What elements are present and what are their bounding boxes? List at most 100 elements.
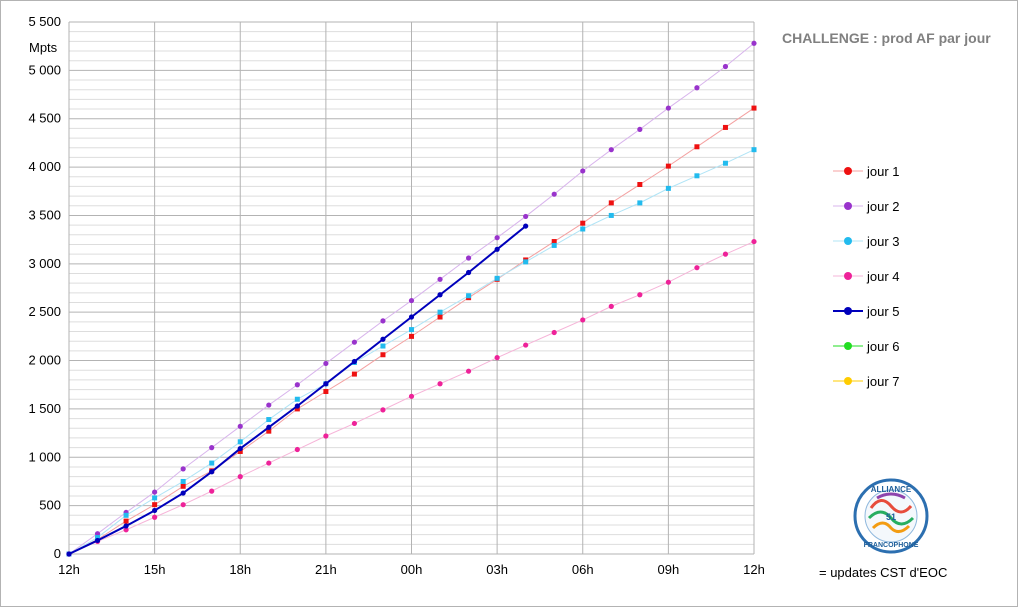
- data-point: [294, 396, 300, 402]
- data-point: [152, 514, 158, 520]
- data-point: [380, 336, 386, 342]
- data-point: [694, 144, 700, 150]
- legend-marker: [844, 167, 852, 175]
- x-tick-label: 06h: [572, 562, 594, 577]
- legend-label: jour 2: [866, 199, 900, 214]
- logo-bottom-text: FRANCOPHONE: [864, 542, 919, 549]
- data-point: [323, 433, 329, 439]
- data-point: [294, 406, 300, 412]
- data-point: [152, 489, 158, 495]
- data-point: [237, 445, 243, 452]
- data-point: [351, 358, 358, 365]
- legend-label: jour 7: [866, 374, 900, 389]
- data-point: [408, 393, 415, 399]
- data-point: [466, 293, 472, 299]
- data-point: [665, 163, 671, 169]
- legend-label: jour 3: [866, 234, 900, 249]
- legend-item-jour-5: jour 5: [833, 304, 900, 319]
- data-point: [123, 523, 129, 529]
- data-point: [637, 182, 643, 188]
- data-point: [380, 318, 386, 324]
- y-axis-label: Mpts: [29, 40, 58, 55]
- data-point: [637, 292, 643, 298]
- legend-label: jour 5: [866, 304, 900, 319]
- data-point: [665, 185, 671, 191]
- y-tick-label: 3 000: [28, 256, 61, 271]
- data-point: [294, 403, 300, 409]
- chart-title: CHALLENGE : prod AF par jour: [782, 30, 991, 46]
- data-point: [209, 469, 215, 475]
- data-point: [95, 535, 101, 541]
- data-point: [465, 368, 472, 374]
- legend: jour 1 jour 2 jour 3 jour 4 jour 5 jour 6 jour…: [833, 164, 900, 389]
- y-axis-tick-labels: 0 500 1 000 1 500 2 000 2 500 3 000 3 500 4 000 4…: [28, 14, 61, 561]
- data-point: [637, 200, 643, 206]
- data-point: [523, 223, 529, 229]
- data-point: [580, 220, 586, 226]
- x-tick-label: 21h: [315, 562, 337, 577]
- data-point: [152, 502, 158, 508]
- data-point: [551, 239, 557, 245]
- data-point: [694, 173, 700, 179]
- x-axis-tick-labels: 12h 15h 18h 21h 00h 03h 06h 09h 12h: [58, 562, 765, 577]
- data-point: [608, 200, 614, 206]
- data-point: [494, 275, 500, 281]
- y-tick-label: 4 000: [28, 159, 61, 174]
- data-point: [437, 309, 443, 315]
- data-point: [408, 314, 415, 320]
- data-point: [437, 292, 443, 298]
- data-point: [94, 537, 101, 544]
- data-point: [465, 255, 472, 261]
- data-point: [551, 191, 557, 197]
- y-tick-label: 3 500: [28, 207, 61, 222]
- legend-item-jour-2: jour 2: [833, 199, 900, 214]
- legend-label: jour 4: [866, 269, 900, 284]
- data-point: [437, 314, 443, 320]
- data-point: [751, 238, 757, 245]
- legend-marker: [844, 377, 852, 385]
- data-point: [580, 317, 586, 323]
- data-point: [722, 63, 729, 70]
- data-point: [665, 105, 671, 111]
- data-point: [523, 342, 529, 348]
- data-point: [152, 495, 158, 501]
- data-point: [751, 40, 757, 46]
- data-point: [608, 212, 614, 218]
- legend-item-jour-4: jour 4: [833, 269, 900, 284]
- data-point: [551, 329, 557, 336]
- data-point: [380, 343, 386, 349]
- data-point: [123, 527, 129, 533]
- data-point: [751, 105, 757, 111]
- data-point: [180, 483, 186, 489]
- data-point: [722, 124, 728, 130]
- data-point: [380, 352, 386, 358]
- data-point: [408, 297, 415, 304]
- data-point: [465, 269, 472, 276]
- data-point: [266, 428, 272, 434]
- data-point: [437, 381, 443, 387]
- data-point: [209, 460, 215, 466]
- data-point: [494, 246, 500, 252]
- data-point: [523, 213, 529, 220]
- data-point: [608, 303, 614, 309]
- x-tick-label: 12h: [743, 562, 765, 577]
- data-point: [123, 518, 129, 524]
- data-point: [351, 371, 357, 377]
- data-point: [351, 420, 358, 427]
- gridlines: [68, 21, 755, 555]
- legend-item-jour-3: jour 3: [833, 234, 900, 249]
- data-point: [94, 531, 101, 537]
- data-point: [266, 402, 272, 408]
- y-tick-label: 5 000: [28, 62, 61, 77]
- data-point: [580, 226, 586, 232]
- data-point: [580, 168, 586, 174]
- x-tick-label: 00h: [401, 562, 423, 577]
- x-tick-label: 15h: [144, 562, 166, 577]
- y-tick-label: 2 000: [28, 353, 61, 368]
- data-point: [180, 478, 186, 484]
- data-point: [237, 474, 243, 480]
- x-tick-label: 12h: [58, 562, 80, 577]
- data-point: [152, 507, 158, 514]
- y-tick-label: 1 500: [28, 401, 61, 416]
